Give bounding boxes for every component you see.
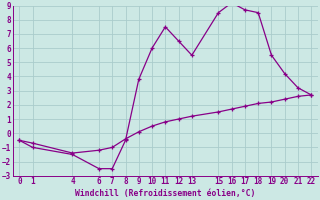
X-axis label: Windchill (Refroidissement éolien,°C): Windchill (Refroidissement éolien,°C) — [75, 189, 255, 198]
